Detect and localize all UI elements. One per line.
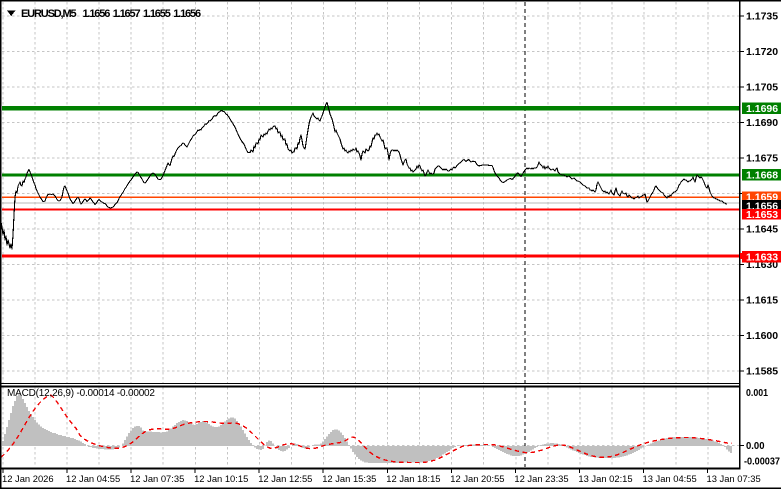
svg-text:1.1675: 1.1675: [746, 153, 778, 165]
svg-text:12 Jan 20:55: 12 Jan 20:55: [450, 473, 504, 484]
svg-text:1.1735: 1.1735: [746, 11, 778, 23]
svg-text:1.1633: 1.1633: [746, 251, 778, 263]
svg-text:1.1585: 1.1585: [746, 366, 778, 378]
svg-text:13 Jan 02:15: 13 Jan 02:15: [578, 473, 632, 484]
svg-text:13 Jan 04:55: 13 Jan 04:55: [643, 473, 697, 484]
svg-text:0.00: 0.00: [746, 440, 765, 452]
svg-text:1.1690: 1.1690: [746, 117, 778, 129]
svg-text:12 Jan 07:35: 12 Jan 07:35: [130, 473, 184, 484]
svg-text:12 Jan 15:35: 12 Jan 15:35: [322, 473, 376, 484]
svg-text:0.001: 0.001: [746, 387, 768, 399]
svg-text:1.1615: 1.1615: [746, 295, 778, 307]
svg-text:12 Jan 18:15: 12 Jan 18:15: [386, 473, 440, 484]
svg-text:1.1705: 1.1705: [746, 82, 778, 94]
svg-text:1.1696: 1.1696: [746, 103, 778, 115]
svg-text:1.1653: 1.1653: [746, 209, 778, 221]
svg-text:1.1668: 1.1668: [746, 170, 778, 182]
svg-text:1.1600: 1.1600: [746, 330, 778, 342]
svg-text:1.1645: 1.1645: [746, 224, 778, 236]
svg-text:MACD(12,26,9) -0.00014 -0.0000: MACD(12,26,9) -0.00014 -0.00002: [7, 388, 155, 399]
svg-text:12 Jan 10:15: 12 Jan 10:15: [194, 473, 248, 484]
svg-text:EURUSD,M5 1.1656 1.1657 1.165: EURUSD,M5 1.1656 1.1657 1.1655 1.1656: [21, 8, 201, 20]
svg-text:12 Jan 23:35: 12 Jan 23:35: [514, 473, 568, 484]
svg-text:12 Jan 2026: 12 Jan 2026: [2, 473, 54, 484]
svg-text:12 Jan 04:55: 12 Jan 04:55: [66, 473, 120, 484]
svg-text:1.1720: 1.1720: [746, 46, 778, 58]
svg-text:12 Jan 12:55: 12 Jan 12:55: [258, 473, 312, 484]
svg-text:13 Jan 07:35: 13 Jan 07:35: [707, 473, 761, 484]
svg-text:-0.00037: -0.00037: [744, 456, 780, 468]
